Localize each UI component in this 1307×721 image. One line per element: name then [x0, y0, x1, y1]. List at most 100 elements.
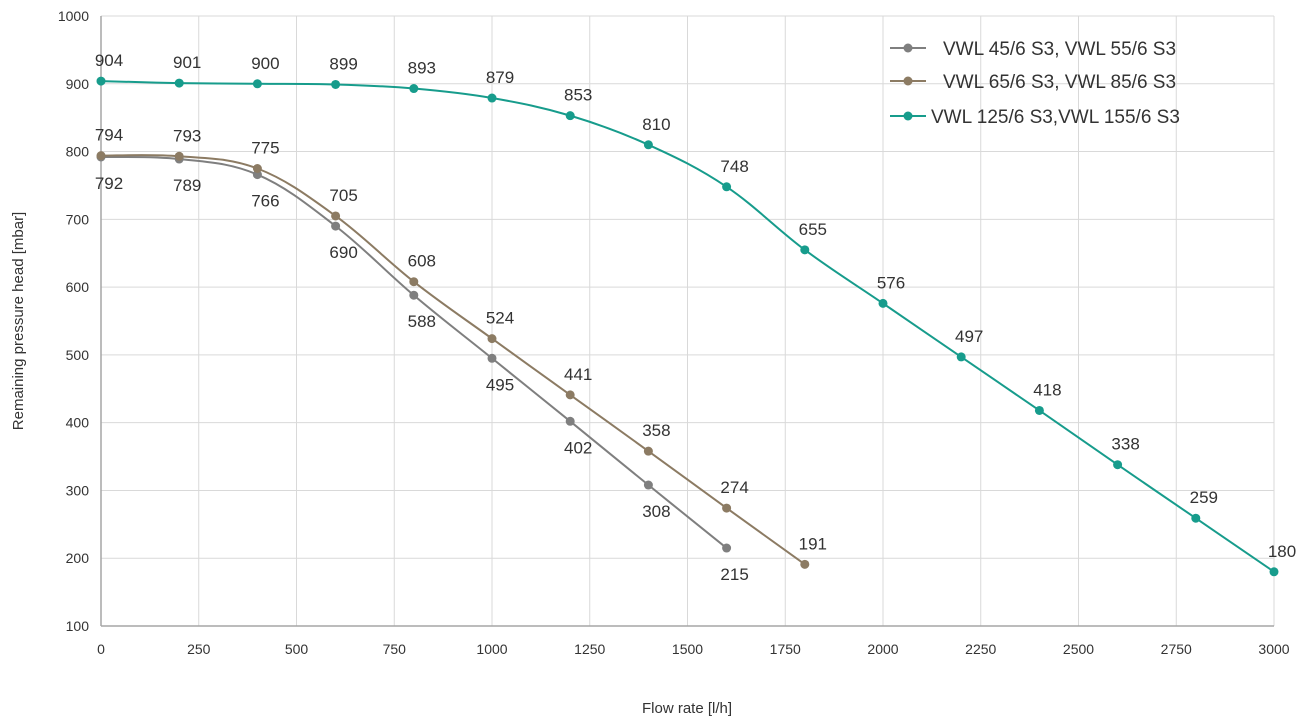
series-3-data-label: 259 — [1190, 488, 1218, 507]
series-2-point — [174, 151, 184, 161]
legend-marker-1 — [903, 43, 913, 53]
series-3-point — [565, 111, 575, 121]
series-2-data-label: 524 — [486, 309, 514, 328]
series-2-point — [96, 151, 106, 161]
series-2-point — [409, 277, 419, 287]
series-2-point — [565, 390, 575, 400]
x-tick-label: 1000 — [476, 641, 507, 657]
series-3-point — [409, 84, 419, 94]
series-1-data-label: 690 — [329, 243, 357, 262]
series-3-data-label: 497 — [955, 327, 983, 346]
y-tick-label: 100 — [66, 618, 90, 634]
legend-label-1: VWL 45/6 S3, VWL 55/6 S3 — [943, 39, 1176, 60]
series-2-data-label: 794 — [95, 126, 123, 145]
x-tick-label: 250 — [187, 641, 211, 657]
x-tick-label: 2500 — [1063, 641, 1094, 657]
series-3-point — [1034, 405, 1044, 415]
series-3-point — [956, 352, 966, 362]
series-3-data-label: 338 — [1111, 435, 1139, 454]
y-tick-label: 800 — [66, 144, 90, 160]
series-3-point — [1191, 513, 1201, 523]
series-3-data-label: 879 — [486, 68, 514, 87]
series-3-data-label: 418 — [1033, 380, 1061, 399]
series-1-data-label: 792 — [95, 174, 123, 193]
series-line-1 — [100, 155, 728, 549]
series-3-point — [96, 76, 106, 86]
legend-label-3: VWL 125/6 S3,VWL 155/6 S3 — [931, 107, 1180, 128]
series-3-point — [487, 93, 497, 103]
series-3-data-label: 576 — [877, 273, 905, 292]
series-1-data-label: 789 — [173, 176, 201, 195]
series-1-point — [643, 480, 653, 490]
series-3-data-label: 893 — [408, 59, 436, 78]
x-tick-label: 2000 — [867, 641, 898, 657]
series-1-data-label: 308 — [642, 502, 670, 521]
series-2-point — [487, 334, 497, 344]
series-2-point — [722, 503, 732, 513]
axes: 100 200 300 400 500 600 700 800 900 1000 0 250 500 75… — [58, 8, 1290, 657]
series-3-point — [1269, 567, 1279, 577]
y-tick-label: 1000 — [58, 8, 89, 24]
series-2-data-label: 705 — [329, 186, 357, 205]
series-1-data-label: 402 — [564, 438, 592, 457]
series-1-point — [331, 221, 341, 231]
series-1-point — [722, 543, 732, 553]
y-tick-label: 900 — [66, 76, 90, 92]
y-tick-label: 700 — [66, 211, 90, 227]
series-3-data-label: 748 — [720, 157, 748, 176]
legend-marker-3 — [903, 111, 913, 121]
y-axis-title: Remaining pressure head [mbar] — [10, 212, 27, 430]
series-3-data-label: 901 — [173, 53, 201, 72]
series-1-data-label: 495 — [486, 375, 514, 394]
series-2-point — [331, 211, 341, 221]
series-3-data-label: 904 — [95, 51, 123, 70]
y-tick-label: 400 — [66, 415, 90, 431]
series-3-point — [643, 140, 653, 150]
series-3-point — [878, 298, 888, 308]
series-1-point — [409, 290, 419, 300]
series-3-data-label: 899 — [329, 54, 357, 73]
x-axis-title: Flow rate [l/h] — [642, 700, 732, 717]
series-3-point — [800, 245, 810, 255]
series-1-data-label: 766 — [251, 192, 279, 211]
series-line-2 — [100, 154, 806, 566]
x-tick-label: 0 — [97, 641, 105, 657]
series — [96, 76, 1279, 577]
series-1-data-label: 215 — [720, 565, 748, 584]
x-tick-label: 500 — [285, 641, 309, 657]
x-tick-label: 1250 — [574, 641, 605, 657]
y-tick-label: 200 — [66, 550, 90, 566]
series-3-point — [252, 79, 262, 89]
series-2-point — [252, 164, 262, 173]
series-3-data-label: 810 — [642, 115, 670, 134]
series-2-point — [800, 559, 810, 569]
series-line-3 — [100, 80, 1275, 573]
series-3-data-label: 180 — [1268, 542, 1296, 561]
series-3-point — [1113, 460, 1123, 470]
series-2-data-label: 191 — [799, 534, 827, 553]
y-tick-label: 500 — [66, 347, 90, 363]
series-2-data-label: 274 — [720, 478, 748, 497]
series-3-point — [331, 79, 341, 89]
series-3-data-label: 853 — [564, 86, 592, 105]
series-1-point — [487, 353, 497, 363]
series-3-point — [174, 78, 184, 88]
series-2-data-label: 793 — [173, 126, 201, 145]
x-tick-label: 2250 — [965, 641, 996, 657]
data-labels: 792 789 766 690 588 495 402 308 215 794 793 775 705 6… — [95, 51, 1296, 584]
x-tick-label: 2750 — [1161, 641, 1192, 657]
x-tick-label: 3000 — [1258, 641, 1289, 657]
legend-marker-2 — [903, 76, 913, 86]
series-2-point — [643, 446, 653, 456]
legend: VWL 45/6 S3, VWL 55/6 S3 VWL 65/6 S3, VWL… — [890, 39, 1180, 128]
x-tick-label: 750 — [383, 641, 407, 657]
series-1-data-label: 588 — [408, 312, 436, 331]
x-tick-label: 1750 — [770, 641, 801, 657]
y-tick-label: 600 — [66, 279, 90, 295]
x-tick-label: 1500 — [672, 641, 703, 657]
series-2-data-label: 775 — [251, 139, 279, 158]
series-3-point — [722, 182, 732, 192]
legend-label-2: VWL 65/6 S3, VWL 85/6 S3 — [943, 72, 1176, 93]
series-2-data-label: 441 — [564, 365, 592, 384]
